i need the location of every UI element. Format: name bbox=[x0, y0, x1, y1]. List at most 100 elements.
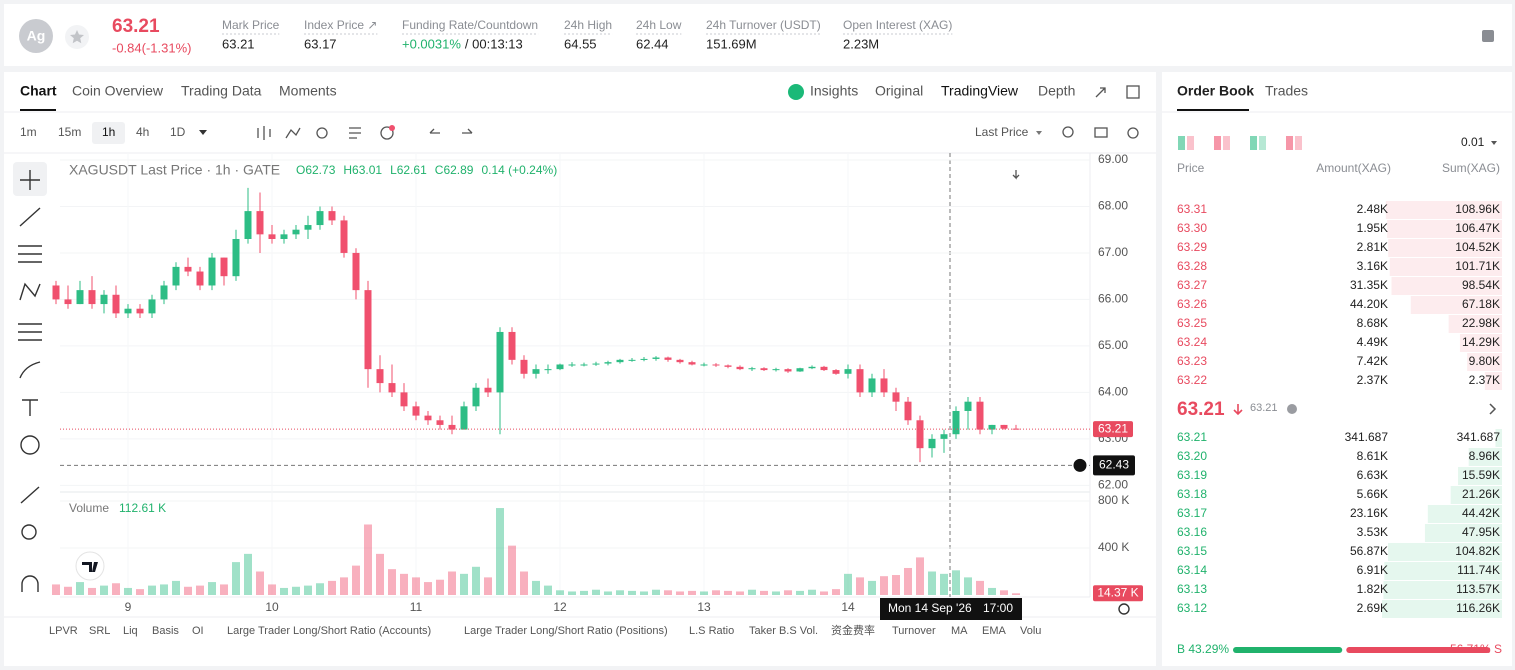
line-tool[interactable] bbox=[19, 207, 41, 227]
candle-type-icon[interactable] bbox=[257, 126, 271, 140]
book-tab[interactable]: Trades bbox=[1265, 83, 1308, 99]
indicator[interactable]: OI bbox=[192, 625, 204, 637]
candle-body bbox=[892, 392, 900, 402]
view-option[interactable]: TradingView bbox=[941, 83, 1019, 99]
indicator[interactable]: Large Trader Long/Short Ratio (Positions… bbox=[464, 625, 668, 637]
expand-arrow[interactable] bbox=[1489, 403, 1497, 415]
view-option[interactable]: Original bbox=[875, 83, 923, 99]
fullscreen-icon[interactable] bbox=[1095, 87, 1106, 98]
price-source[interactable]: Last Price bbox=[975, 125, 1029, 139]
interval[interactable]: 15m bbox=[58, 125, 81, 139]
text-tool[interactable] bbox=[22, 399, 38, 416]
precision[interactable]: 0.01 bbox=[1461, 135, 1485, 149]
indicator[interactable]: 资金费率 bbox=[831, 623, 875, 637]
dropdown-caret[interactable] bbox=[1036, 131, 1042, 135]
indicator[interactable]: Liq bbox=[123, 625, 138, 637]
chart-panel bbox=[4, 72, 1156, 666]
indicator[interactable]: Volu bbox=[1020, 625, 1041, 637]
layout-icon[interactable] bbox=[1187, 136, 1194, 150]
chart-tab[interactable]: Chart bbox=[20, 83, 57, 99]
layout-icon[interactable] bbox=[1259, 136, 1266, 150]
book-sum: 106.47K bbox=[1455, 221, 1500, 235]
layout-icon[interactable] bbox=[1286, 136, 1293, 150]
pattern-tool[interactable] bbox=[19, 282, 41, 301]
chart-tab[interactable]: Moments bbox=[279, 83, 337, 99]
stat-label: 24h High bbox=[564, 18, 612, 32]
zoom-tool[interactable] bbox=[21, 524, 37, 540]
coin-symbol: Ag bbox=[27, 28, 46, 44]
indicator[interactable]: MA bbox=[951, 625, 968, 637]
scroll-icon[interactable] bbox=[1012, 170, 1020, 180]
search-icon[interactable] bbox=[1062, 126, 1074, 138]
interval[interactable]: 1m bbox=[20, 125, 37, 139]
volume-bar bbox=[676, 591, 684, 595]
indicator[interactable]: L.S Ratio bbox=[689, 625, 734, 637]
x-tick-label: 10 bbox=[265, 600, 279, 614]
crosshair-tool[interactable] bbox=[20, 170, 40, 190]
book-price: 63.21 bbox=[1177, 430, 1207, 444]
replay-icon[interactable] bbox=[316, 127, 328, 139]
volume-bar bbox=[64, 586, 72, 595]
view-option[interactable]: Depth bbox=[1038, 83, 1075, 99]
magnet-tool[interactable] bbox=[21, 575, 39, 592]
chart-tab[interactable]: Coin Overview bbox=[72, 83, 164, 99]
layout-icon[interactable] bbox=[1126, 85, 1140, 99]
brush-tool[interactable] bbox=[19, 361, 41, 379]
book-price: 63.20 bbox=[1177, 449, 1207, 463]
volume-bar bbox=[208, 582, 216, 595]
templates-icon[interactable] bbox=[349, 127, 361, 139]
layout-icon[interactable] bbox=[1223, 136, 1230, 150]
depth-bar bbox=[1448, 315, 1502, 333]
book-sum: 67.18K bbox=[1462, 297, 1500, 311]
indicator[interactable]: SRL bbox=[89, 625, 110, 637]
book-tab[interactable]: Order Book bbox=[1177, 83, 1254, 99]
indicator[interactable]: Turnover bbox=[892, 625, 936, 637]
interval[interactable]: 1D bbox=[170, 125, 186, 139]
x-tick-label: 13 bbox=[697, 600, 711, 614]
settings-icon[interactable] bbox=[1127, 127, 1139, 139]
book-price: 63.24 bbox=[1177, 335, 1207, 349]
indicator[interactable]: Basis bbox=[152, 625, 179, 637]
volume-bar bbox=[412, 577, 420, 595]
volume-bar bbox=[1000, 590, 1008, 595]
interval[interactable]: 4h bbox=[136, 125, 149, 139]
volume-bar bbox=[280, 587, 288, 595]
fib-tool[interactable] bbox=[18, 323, 42, 341]
undo-icon[interactable] bbox=[429, 128, 440, 134]
layout-icon[interactable] bbox=[1295, 136, 1302, 150]
candle-body bbox=[52, 285, 60, 300]
depth-bar bbox=[1427, 505, 1502, 523]
indicators-icon[interactable] bbox=[285, 127, 301, 139]
layout-icon[interactable] bbox=[1178, 136, 1185, 150]
add-icon[interactable] bbox=[380, 126, 394, 140]
volume-bar bbox=[508, 545, 516, 595]
book-price: 63.12 bbox=[1177, 601, 1207, 615]
add-order-icon[interactable] bbox=[1072, 457, 1088, 473]
y-tick-label: 69.00 bbox=[1098, 152, 1128, 166]
camera-icon[interactable] bbox=[1094, 127, 1108, 138]
indicator[interactable]: EMA bbox=[982, 625, 1007, 637]
candle-body bbox=[1000, 424, 1008, 429]
book-price: 63.19 bbox=[1177, 468, 1207, 482]
emoji-tool[interactable] bbox=[20, 435, 40, 455]
chart-tab[interactable]: Trading Data bbox=[181, 83, 262, 99]
stat-label: Open Interest (XAG) bbox=[843, 18, 952, 32]
sell-ratio-bar bbox=[1346, 647, 1490, 653]
indicator[interactable]: Large Trader Long/Short Ratio (Accounts) bbox=[227, 625, 431, 637]
settings-icon[interactable] bbox=[1118, 603, 1130, 615]
redo-icon[interactable] bbox=[462, 128, 473, 134]
view-option[interactable]: Insights bbox=[810, 83, 858, 99]
interval[interactable]: 1h bbox=[102, 125, 115, 139]
indicator[interactable]: LPVR bbox=[49, 625, 78, 637]
dropdown-caret[interactable] bbox=[199, 130, 207, 135]
book-icon[interactable] bbox=[1482, 30, 1494, 42]
layout-icon[interactable] bbox=[1214, 136, 1221, 150]
volume-bar bbox=[316, 583, 324, 595]
measure-tool[interactable] bbox=[20, 486, 40, 504]
channel-tool[interactable] bbox=[18, 245, 42, 263]
candle-body bbox=[160, 285, 168, 300]
y-tick-label: 66.00 bbox=[1098, 292, 1128, 306]
indicator[interactable]: Taker B.S Vol. bbox=[749, 625, 818, 637]
layout-icon[interactable] bbox=[1250, 136, 1257, 150]
tab-underline bbox=[20, 109, 56, 111]
